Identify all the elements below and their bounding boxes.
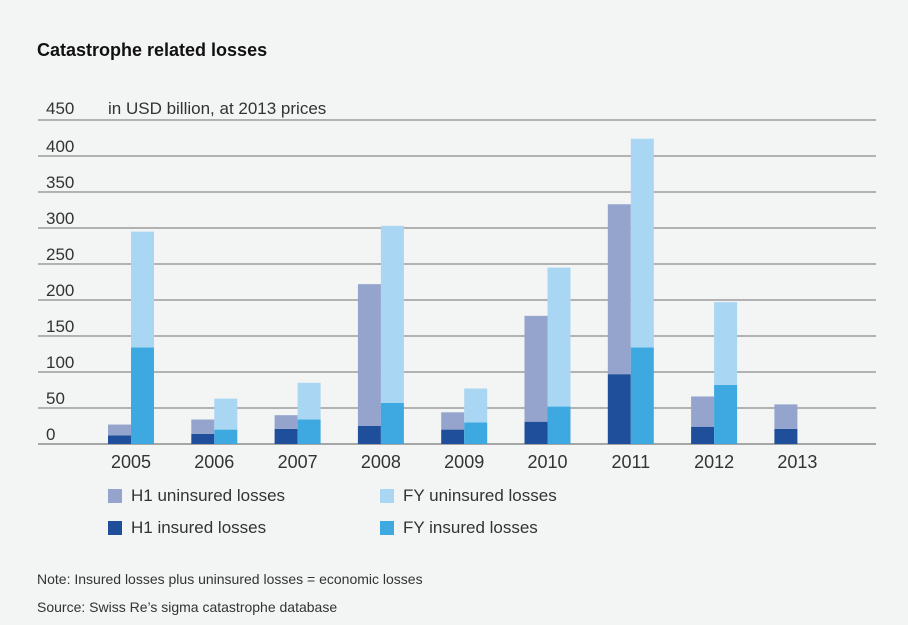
legend: H1 uninsured losses FY uninsured losses …: [108, 486, 580, 538]
bar-fy-insured-losses-2010: [547, 406, 571, 444]
bar-fy-insured-losses-2007: [297, 419, 321, 444]
bar-h1-uninsured-losses-2006: [191, 419, 215, 434]
bar-h1-insured-losses-2008: [357, 426, 381, 444]
bar-fy-insured-losses-2008: [380, 402, 404, 444]
y-tick-label: 200: [46, 281, 74, 300]
bar-fy-insured-losses-2006: [214, 429, 238, 444]
bar-h1-insured-losses-2011: [607, 374, 631, 444]
bar-h1-uninsured-losses-2012: [691, 396, 715, 427]
bars: [108, 138, 798, 444]
bar-fy-insured-losses-2012: [714, 384, 738, 444]
bar-fy-uninsured-losses-2009: [464, 388, 488, 423]
legend-swatch: [380, 489, 394, 503]
bar-fy-insured-losses-2005: [131, 347, 154, 444]
x-tick-label: 2008: [361, 452, 401, 472]
bar-h1-insured-losses-2007: [274, 428, 298, 444]
legend-item-fy-uninsured: FY uninsured losses: [380, 486, 580, 506]
x-tick-label: 2011: [611, 452, 650, 472]
legend-swatch: [380, 521, 394, 535]
y-tick-label: 450: [46, 99, 74, 118]
legend-item-h1-insured: H1 insured losses: [108, 518, 380, 538]
y-tick-label: 50: [46, 389, 65, 408]
bar-fy-insured-losses-2009: [464, 422, 488, 444]
y-axis-ticks: 0 50 100 150 200 250 300 350 400 450: [46, 99, 74, 444]
y-tick-label: 150: [46, 317, 74, 336]
bar-fy-uninsured-losses-2006: [214, 398, 238, 430]
y-tick-label: 400: [46, 137, 74, 156]
legend-swatch: [108, 489, 122, 503]
x-tick-label: 2007: [278, 452, 318, 472]
x-tick-label: 2005: [111, 452, 151, 472]
bar-fy-uninsured-losses-2007: [297, 382, 321, 420]
x-tick-label: 2009: [444, 452, 484, 472]
source-note: Source: Swiss Re’s sigma catastrophe dat…: [37, 599, 338, 615]
x-tick-label: 2010: [527, 452, 567, 472]
bar-chart: 0 50 100 150 200 250 300 350 400 450 in USD billi…: [38, 99, 876, 472]
legend-label: H1 uninsured losses: [131, 486, 286, 505]
bar-fy-uninsured-losses-2008: [380, 225, 404, 403]
bar-h1-uninsured-losses-2011: [607, 204, 631, 375]
chart-title: Catastrophe related losses: [37, 40, 268, 60]
x-tick-label: 2013: [777, 452, 817, 472]
y-tick-label: 300: [46, 209, 74, 228]
legend-swatch: [108, 521, 122, 535]
bar-h1-insured-losses-2012: [691, 426, 715, 444]
y-tick-label: 0: [46, 425, 55, 444]
x-axis-ticks: 2005 2006 2007 2008 2009 2010 2011 2012 2013: [111, 452, 817, 472]
bar-fy-uninsured-losses-2011: [630, 138, 654, 348]
y-tick-label: 250: [46, 245, 74, 264]
bar-h1-uninsured-losses-2008: [357, 284, 381, 426]
bar-h1-uninsured-losses-2009: [441, 412, 465, 430]
footnote: Note: Insured losses plus uninsured loss…: [37, 571, 423, 587]
x-tick-label: 2006: [194, 452, 234, 472]
y-tick-label: 350: [46, 173, 74, 192]
legend-label: FY insured losses: [403, 518, 538, 537]
bar-fy-uninsured-losses-2005: [131, 231, 154, 348]
bar-h1-uninsured-losses-2007: [274, 415, 298, 429]
bar-h1-insured-losses-2009: [441, 429, 465, 444]
bar-h1-insured-losses-2013: [774, 428, 798, 444]
legend-item-fy-insured: FY insured losses: [380, 518, 580, 538]
bar-h1-insured-losses-2005: [108, 435, 131, 444]
bar-h1-uninsured-losses-2005: [108, 424, 131, 436]
bar-h1-insured-losses-2006: [191, 433, 215, 444]
legend-item-h1-uninsured: H1 uninsured losses: [108, 486, 380, 506]
bar-h1-uninsured-losses-2010: [524, 315, 548, 422]
bar-fy-insured-losses-2011: [630, 347, 654, 444]
bar-fy-uninsured-losses-2012: [714, 302, 738, 385]
bar-h1-uninsured-losses-2013: [774, 404, 798, 429]
legend-label: H1 insured losses: [131, 518, 267, 537]
legend-label: FY uninsured losses: [403, 486, 557, 505]
y-tick-label: 100: [46, 353, 74, 372]
unit-label: in USD billion, at 2013 prices: [108, 99, 326, 118]
bar-fy-uninsured-losses-2010: [547, 267, 571, 407]
gridlines: [38, 119, 876, 445]
x-tick-label: 2012: [694, 452, 734, 472]
bar-h1-insured-losses-2010: [524, 421, 548, 444]
